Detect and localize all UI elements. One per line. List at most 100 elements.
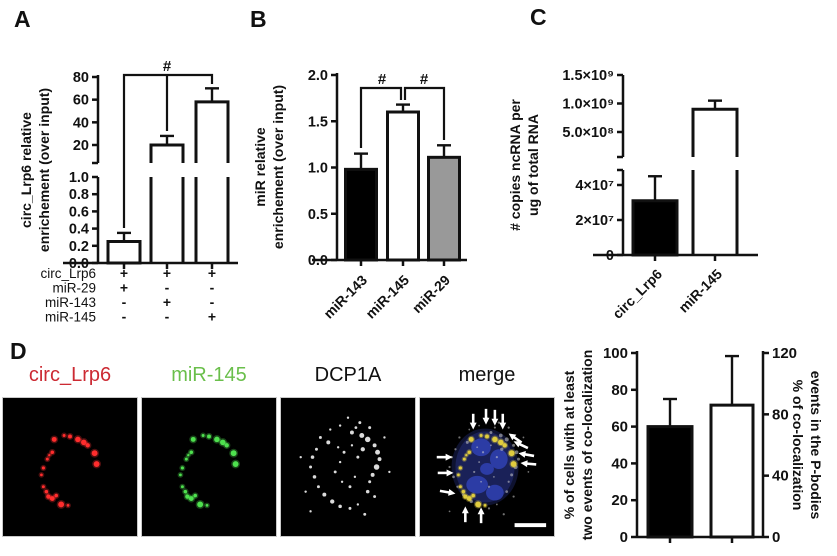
x-category-label: circ_Lrp6	[609, 266, 665, 322]
fluorescent-dot	[452, 475, 455, 479]
nucleus-blob	[489, 449, 508, 469]
fluorescent-dot	[46, 494, 51, 499]
tick-label: 2.0	[308, 68, 328, 84]
fluorescent-dot	[478, 424, 481, 427]
condition-value: +	[120, 265, 128, 281]
fluorescent-dot	[514, 450, 519, 455]
condition-row-label: miR-145	[45, 310, 96, 325]
fluorescent-dot	[312, 475, 317, 479]
right-y-axis-label: % of co-localization	[790, 380, 806, 511]
fluorescent-dot	[49, 496, 55, 501]
fluorescent-dot	[510, 461, 517, 467]
fluorescent-dot	[330, 499, 335, 504]
fluorescent-dot	[322, 492, 327, 497]
fluorescent-dot	[498, 433, 503, 438]
fluorescent-dot	[207, 434, 211, 439]
condition-value: -	[165, 309, 170, 325]
fluorescent-dot	[487, 507, 491, 510]
tick-label: 60	[73, 93, 89, 109]
arrow-icon	[513, 441, 522, 448]
tick-label: 40	[772, 468, 789, 485]
tick-label: 40	[73, 115, 89, 131]
fluorescent-dot	[314, 447, 318, 451]
fluorescent-dot	[51, 436, 57, 442]
fluorescent-dot	[383, 436, 386, 439]
fluorescent-dot	[184, 457, 188, 461]
panel-d-chart: 0 20 40 60 80 100 0 40 80 120 % of cells with at l…	[561, 345, 824, 546]
arrow-icon	[461, 506, 469, 514]
arrow-icon	[518, 451, 526, 458]
fluorescent-dot	[183, 489, 188, 494]
fluorescent-dot	[360, 447, 365, 452]
fluorescent-dot	[485, 434, 489, 439]
tick-label: 20	[611, 492, 628, 509]
fluorescent-dot	[490, 444, 492, 447]
fluorescent-dot	[372, 443, 377, 448]
fluorescent-dot	[41, 466, 45, 470]
fluorescent-dot	[336, 446, 340, 449]
sig-bracket	[122, 73, 214, 228]
fluorescent-dot	[505, 490, 509, 493]
fluorescent-dot	[316, 485, 320, 489]
tick-label: 20	[73, 138, 89, 154]
fluorescent-dot	[456, 485, 459, 488]
bar	[631, 199, 679, 257]
fluorescent-dot	[375, 449, 381, 455]
bar	[386, 110, 420, 262]
y-axis-label: miR relative	[252, 127, 268, 207]
arrow-icon	[520, 460, 528, 468]
sig-label: #	[378, 71, 387, 88]
fluorescent-dot	[458, 485, 462, 489]
tick-label: 2×10⁷	[575, 213, 614, 229]
tile-label-merge: merge	[458, 364, 516, 386]
fluorescent-dot	[476, 446, 479, 449]
fluorescent-dot	[492, 436, 498, 443]
fluorescent-dot	[465, 440, 469, 444]
tick-label: 1.5	[308, 114, 328, 130]
fluorescent-dot	[354, 426, 358, 429]
left-y-axis-label: two events of co-localization	[579, 350, 595, 541]
fluorescent-dot	[359, 433, 365, 438]
fluorescent-dot	[377, 457, 382, 462]
condition-value: +	[163, 294, 171, 310]
y-axis-label: ug of total RNA	[525, 114, 541, 216]
fluorescent-dot	[197, 501, 204, 508]
tick-label: 0.2	[69, 239, 89, 255]
left-y-axis-label: % of cells with at least	[561, 370, 577, 519]
fluorescent-dot	[510, 473, 514, 477]
fluorescent-dot	[462, 457, 466, 461]
tick-label: 1.0	[308, 161, 328, 177]
fluorescent-dot	[193, 493, 197, 498]
fluorescent-dot	[41, 485, 45, 489]
fluorescent-dot	[309, 465, 313, 469]
bar	[106, 240, 142, 265]
scale-bar	[514, 523, 547, 528]
fluorescent-dot	[466, 496, 472, 501]
panel-a-label: A	[14, 6, 31, 32]
fluorescent-dot	[388, 470, 391, 474]
fluorescent-dot	[507, 480, 510, 483]
y-axis-label: enrichement (over input)	[36, 88, 52, 252]
fluorescent-dot	[353, 475, 357, 479]
tick-label: 0	[606, 248, 614, 264]
fluorescent-dot	[487, 485, 491, 488]
tick-label: 0.8	[69, 187, 89, 203]
condition-value: +	[163, 265, 171, 281]
x-category-label: miR-145	[362, 272, 412, 322]
fluorescent-dot	[346, 416, 350, 419]
fluorescent-dot	[364, 436, 371, 443]
y-axis-label: # copies ncRNA per	[507, 99, 523, 231]
arrow-icon	[446, 469, 454, 477]
fluorescent-dot	[365, 489, 370, 494]
fluorescent-dot	[497, 421, 500, 424]
fluorescent-dot	[467, 450, 472, 454]
fluorescent-dot	[448, 510, 451, 513]
fluorescent-dot	[481, 451, 485, 454]
x-category-label: miR-29	[409, 272, 453, 316]
fluorescent-dot	[338, 460, 342, 464]
condition-row-label: miR-143	[45, 295, 96, 310]
fluorescent-dot	[348, 485, 352, 489]
fluorescent-dot	[507, 426, 510, 429]
tick-label: 80	[772, 406, 789, 423]
bar	[427, 155, 461, 262]
